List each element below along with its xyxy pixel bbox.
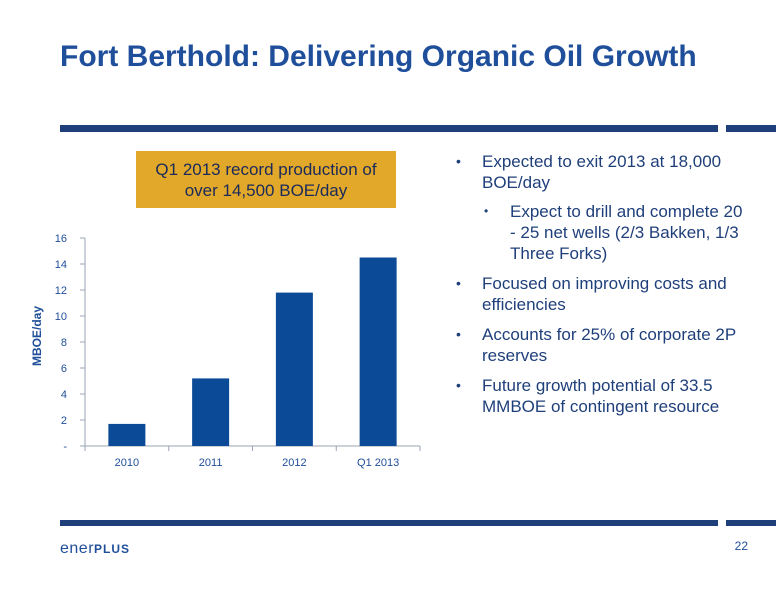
x-axis: 2010 2011 2012 Q1 2013	[84, 445, 421, 469]
slide-title: Fort Berthold: Delivering Organic Oil Gr…	[60, 40, 697, 73]
sub-bullet-item: Expect to drill and complete 20 - 25 net…	[452, 201, 752, 264]
enerplus-logo: enerPLUS	[60, 540, 130, 558]
logo-text-plus: PLUS	[94, 542, 131, 556]
bullet-item: Expected to exit 2013 at 18,000 BOE/day	[452, 151, 752, 193]
bar-2010	[108, 423, 146, 446]
y-tick-label: 2	[61, 415, 67, 427]
page-number: 22	[734, 539, 748, 553]
y-tick-label: 6	[61, 363, 67, 375]
y-tick-label: 16	[55, 233, 67, 245]
title-divider-end	[726, 125, 776, 132]
y-tick-label: -	[63, 441, 67, 453]
bullet-item: Future growth potential of 33.5 MMBOE of…	[452, 375, 752, 417]
bar-q1-2013	[359, 257, 397, 446]
bullet-item: Focused on improving costs and efficienc…	[452, 273, 752, 315]
bullet-item: Accounts for 25% of corporate 2P reserve…	[452, 324, 752, 366]
y-axis-label: MBOE/day	[30, 306, 44, 366]
x-tick-label: Q1 2013	[357, 457, 399, 469]
bars	[108, 257, 397, 446]
bar-2011	[192, 378, 230, 446]
y-tick-label: 10	[55, 311, 67, 323]
y-tick-label: 8	[61, 337, 67, 349]
footer-divider-end	[726, 520, 776, 526]
x-tick-label: 2012	[282, 457, 306, 469]
footer-divider	[60, 520, 718, 526]
logo-text-ener: ener	[60, 540, 95, 557]
y-tick-label: 14	[55, 259, 67, 271]
x-tick-label: 2011	[199, 457, 223, 469]
title-divider	[60, 125, 718, 132]
y-tick-label: 12	[55, 285, 67, 297]
y-tick-label: 4	[61, 389, 67, 401]
x-tick-label: 2010	[115, 457, 139, 469]
y-axis: - 2 4 6 8 10 12 14 16	[55, 233, 86, 453]
bullet-list: Expected to exit 2013 at 18,000 BOE/day E…	[452, 151, 752, 426]
production-callout: Q1 2013 record production of over 14,500…	[136, 151, 396, 208]
production-bar-chart: - 2 4 6 8 10 12 14 16 2010 2011 2012 Q1 2013 MBOE/d…	[30, 233, 421, 469]
bar-2012	[275, 292, 313, 446]
